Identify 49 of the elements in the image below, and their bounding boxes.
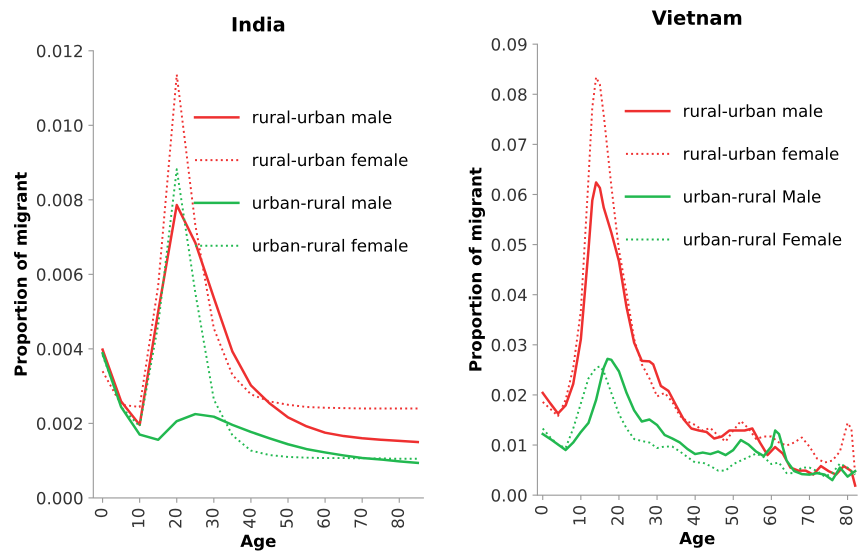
x-tick-label: 40 bbox=[687, 506, 700, 526]
y-tick-label: 0.002 bbox=[36, 417, 82, 430]
y-tick-label: 0.08 bbox=[492, 88, 527, 101]
x-tick-label: 0 bbox=[534, 506, 548, 514]
chart-title: India bbox=[232, 16, 284, 32]
y-tick-label: 0.006 bbox=[36, 268, 83, 281]
legend-label: rural-urban male bbox=[684, 104, 822, 118]
x-tick-label: 20 bbox=[168, 508, 182, 528]
y-tick-label: 0.02 bbox=[492, 388, 526, 402]
x-tick-label: 30 bbox=[206, 508, 219, 528]
x-axis-title: Age bbox=[679, 532, 715, 548]
x-tick-label: 70 bbox=[354, 508, 368, 528]
x-tick-label: 60 bbox=[317, 508, 330, 528]
y-tick-label: 0.012 bbox=[36, 44, 82, 58]
x-tick-label: 50 bbox=[280, 508, 293, 528]
y-tick-label: 0.05 bbox=[492, 238, 526, 252]
chart-title: Vietnam bbox=[652, 10, 742, 25]
x-tick-label: 80 bbox=[840, 506, 852, 525]
y-axis-title: Proportion of migrant bbox=[468, 167, 486, 371]
legend-label: rural-urban female bbox=[253, 153, 408, 166]
x-tick-label: 50 bbox=[725, 506, 738, 525]
legend-label: rural-urban male bbox=[253, 110, 392, 124]
y-tick-label: 0.09 bbox=[492, 38, 527, 51]
y-tick-label: 0.010 bbox=[36, 119, 82, 132]
x-tick-label: 60 bbox=[764, 506, 776, 525]
y-tick-label: 0.008 bbox=[36, 194, 82, 206]
y-tick-label: 0.00 bbox=[492, 489, 527, 502]
y-tick-label: 0.06 bbox=[492, 188, 527, 202]
legend-label: urban-rural female bbox=[253, 238, 408, 252]
legend-label: urban-rural Male bbox=[684, 190, 820, 203]
y-tick-label: 0.07 bbox=[492, 138, 526, 151]
x-tick-label: 0 bbox=[94, 508, 108, 518]
legend-label: rural-urban female bbox=[684, 147, 838, 160]
y-tick-label: 0.000 bbox=[36, 492, 82, 504]
x-tick-label: 80 bbox=[391, 508, 404, 528]
y-axis-title: Proportion of migrant bbox=[14, 172, 30, 376]
x-tick-label: 10 bbox=[573, 506, 586, 524]
x-tick-label: 70 bbox=[802, 506, 814, 525]
y-tick-label: 0.04 bbox=[492, 288, 527, 302]
x-tick-label: 40 bbox=[243, 508, 256, 528]
x-axis-title: Age bbox=[240, 534, 276, 551]
x-tick-label: 20 bbox=[611, 506, 624, 525]
x-tick-label: 10 bbox=[132, 508, 145, 528]
x-tick-label: 30 bbox=[649, 506, 662, 525]
y-tick-label: 0.03 bbox=[492, 338, 526, 352]
legend-label: urban-rural Female bbox=[684, 232, 842, 246]
legend-label: urban-rural male bbox=[253, 196, 392, 209]
y-tick-label: 0.004 bbox=[36, 342, 83, 356]
y-tick-label: 0.01 bbox=[492, 438, 526, 452]
